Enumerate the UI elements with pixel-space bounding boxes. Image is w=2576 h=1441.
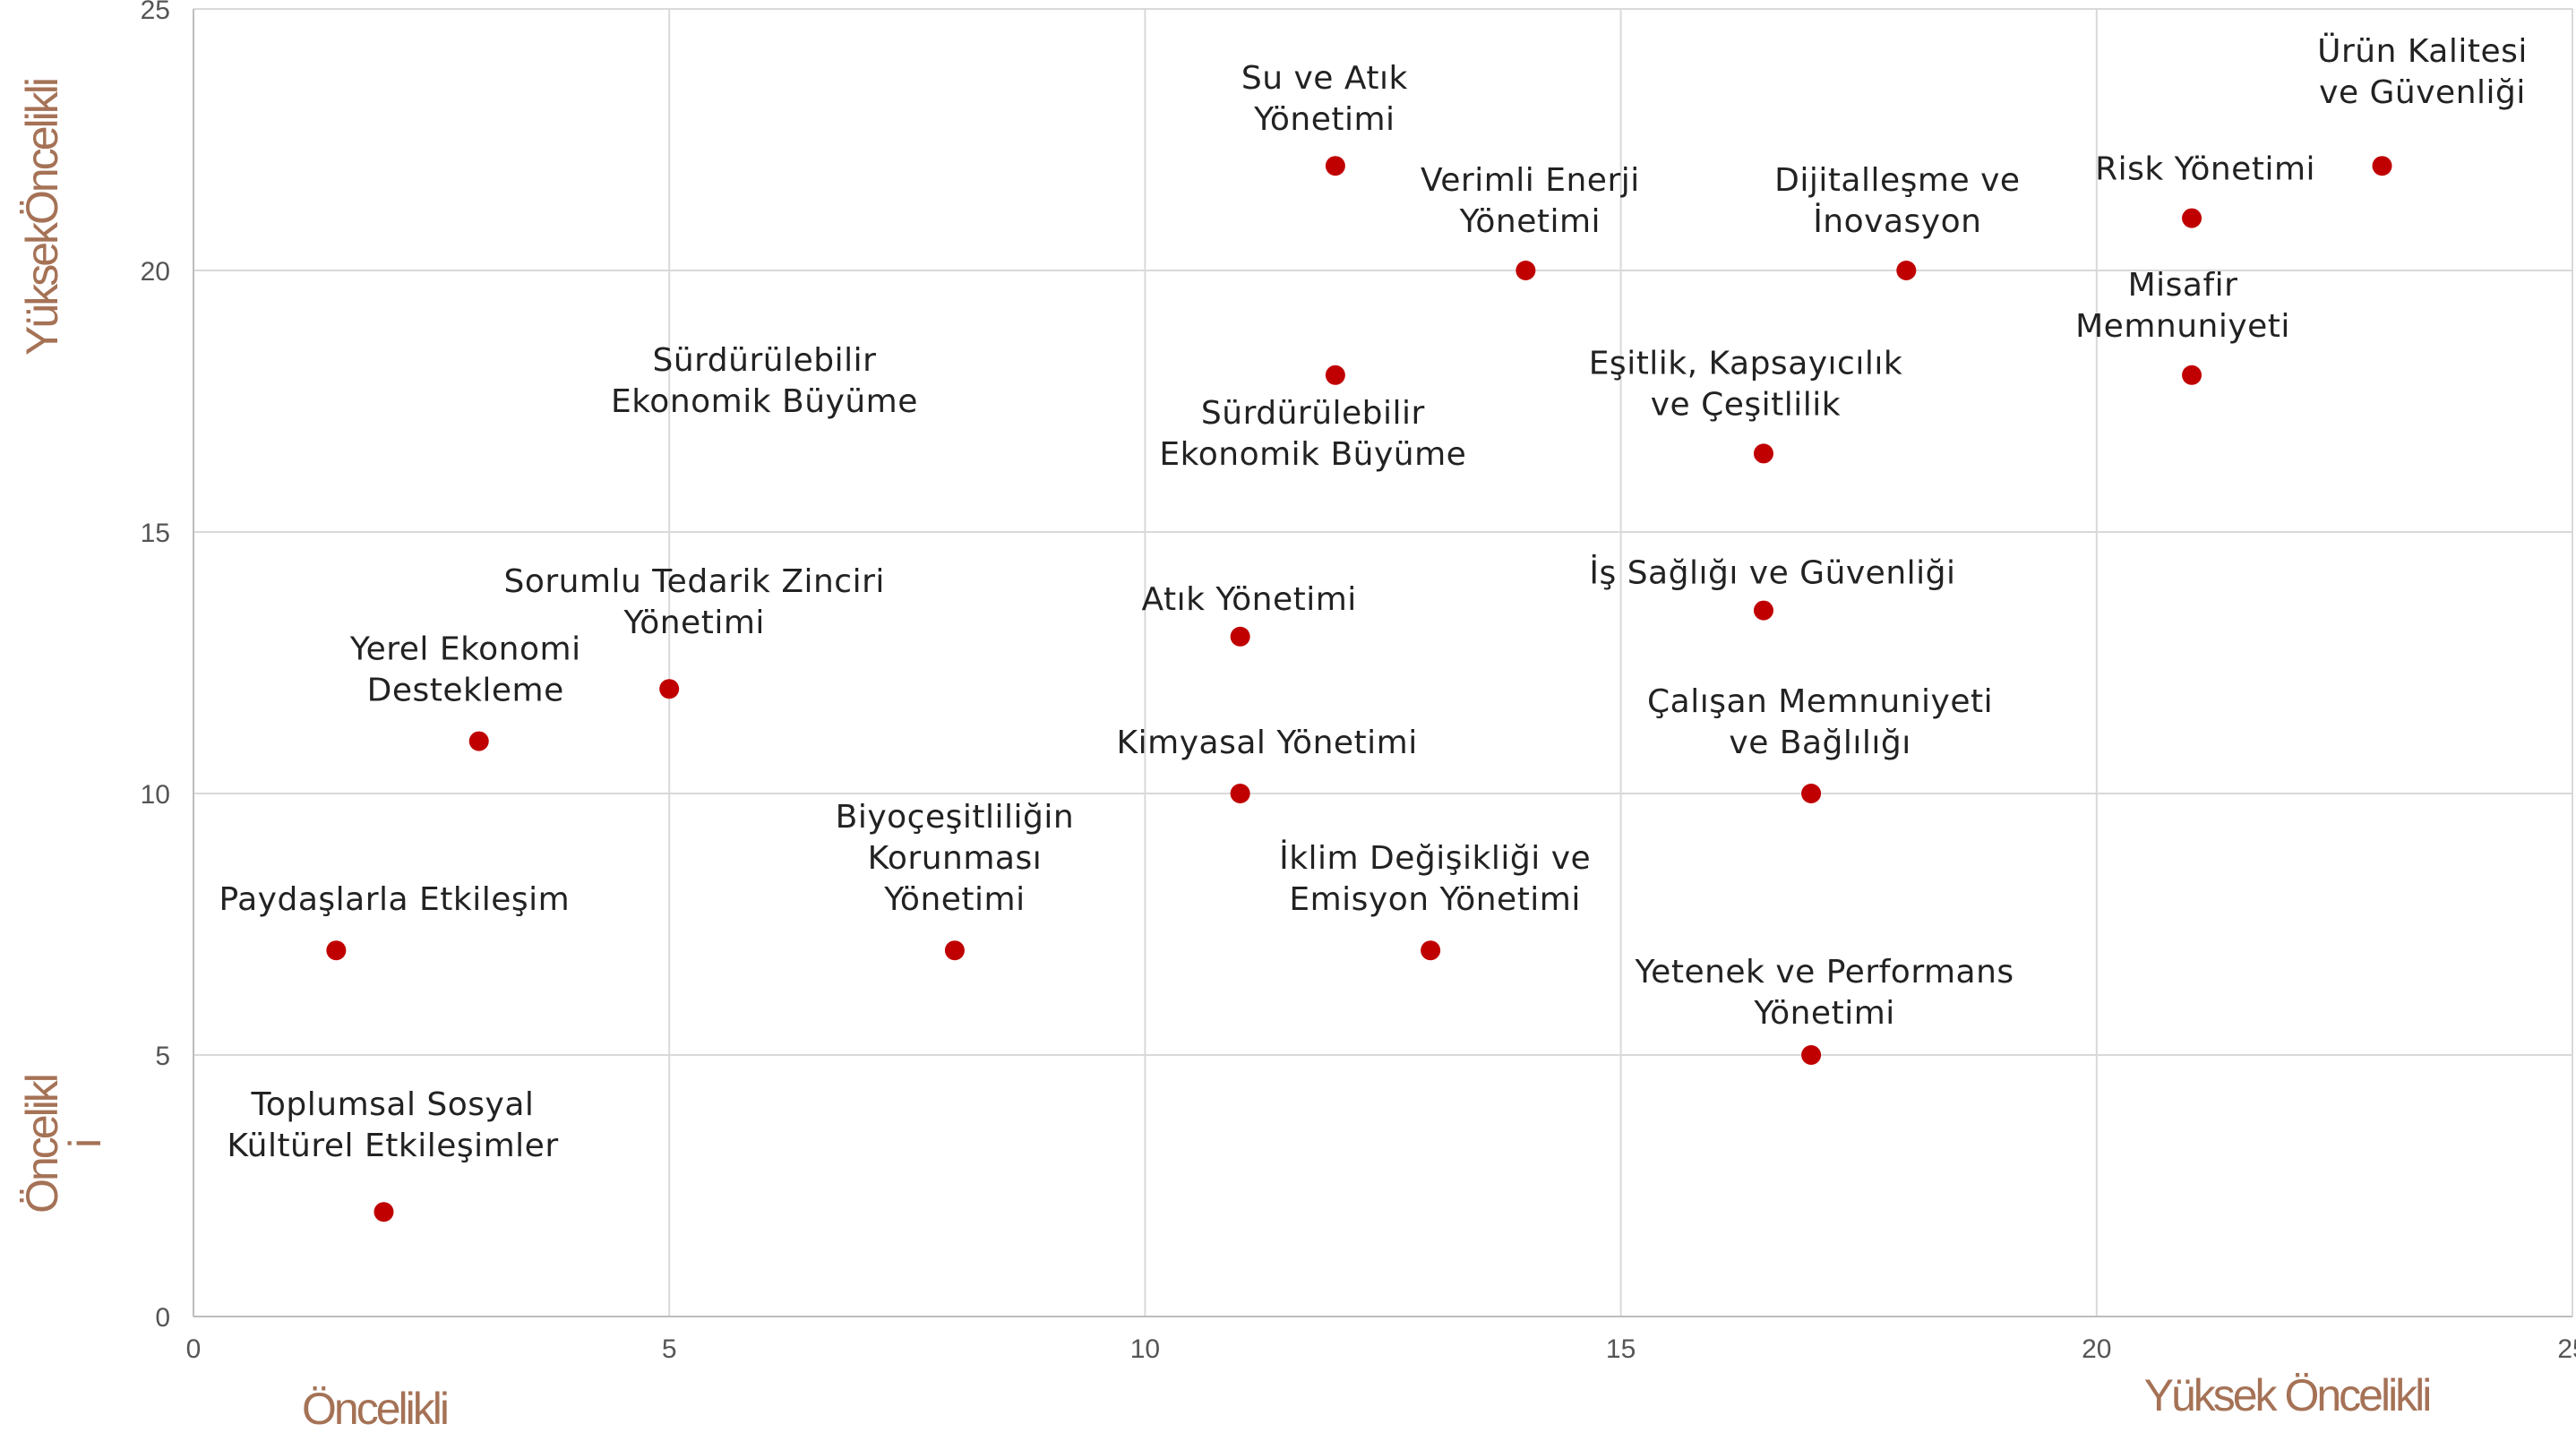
data-point-label: Atık Yönetimi — [1141, 581, 1356, 618]
annotations: Sürdürülebilir Ekonomik Büyüme — [611, 342, 918, 420]
data-point-label: Ürün Kalitesi ve Güvenliği — [2317, 32, 2528, 111]
x-tick-label: 15 — [1606, 1334, 1636, 1364]
data-points — [326, 156, 2392, 1222]
grid-lines — [193, 8, 2573, 1317]
data-point-label: Kimyasal Yönetimi — [1117, 725, 1418, 761]
y-priority-label: Öncelikli — [17, 1076, 110, 1214]
annotation-label: Sürdürülebilir Ekonomik Büyüme — [611, 342, 918, 420]
data-point-label: Su ve Atık Yönetimi — [1241, 60, 1408, 138]
data-point — [1753, 443, 1773, 464]
data-point-label: Misafir Memnuniyeti — [2075, 267, 2290, 345]
y-tick-label: 25 — [141, 0, 170, 25]
data-point-label: Paydaşlarla Etkileşim — [219, 881, 571, 918]
data-point — [468, 731, 489, 751]
point-labels: Ürün Kalitesi ve Güvenliği Su ve Atık Yönet… — [219, 32, 2528, 1164]
data-point — [2182, 365, 2202, 385]
data-point-label: Dijitalleşme ve İnovasyon — [1774, 162, 2020, 240]
y-tick-label: 10 — [141, 780, 170, 810]
data-point — [326, 940, 347, 961]
data-point-label: Risk Yönetimi — [2095, 151, 2315, 188]
x-priority-label: Öncelikli — [302, 1384, 447, 1434]
y-tick-label: 0 — [155, 1303, 170, 1333]
y-tick-label: 20 — [141, 257, 170, 287]
y-tick-label: 15 — [141, 519, 170, 548]
data-point-label: Sorumlu Tedarik Zinciri Yönetimi — [503, 563, 884, 641]
tick-labels: 0 5 10 15 20 25 0 5 10 15 20 25 — [141, 0, 2576, 1364]
data-point — [1516, 261, 1536, 280]
data-point-label: Sürdürülebilir Ekonomik Büyüme — [1159, 395, 1466, 473]
data-point-label: İş Sağlığı ve Güvenliği — [1589, 554, 1955, 592]
x-tick-label: 20 — [2082, 1334, 2111, 1364]
x-tick-label: 5 — [662, 1334, 677, 1364]
data-point — [1325, 365, 1345, 385]
data-point-label: Verimli Enerji Yönetimi — [1421, 162, 1640, 240]
data-point — [1421, 940, 1441, 961]
data-point-label: Biyoçeşitliliğin Korunması Yönetimi — [836, 799, 1075, 918]
axes — [193, 9, 2572, 1317]
data-point-label: Çalışan Memnuniyeti ve Bağlılığı — [1647, 683, 1993, 761]
data-point-label: Toplumsal Sosyal Kültürel Etkileşimler — [227, 1086, 558, 1164]
y-tick-label: 5 — [155, 1042, 170, 1071]
data-point-label: Yetenek ve Performans Yönetimi — [1634, 954, 2014, 1032]
x-tick-label: 25 — [2557, 1334, 2576, 1364]
x-tick-label: 10 — [1130, 1334, 1160, 1364]
data-point — [1896, 261, 1917, 280]
data-point — [659, 679, 680, 699]
data-point-label: İklim Değişikliği ve Emisyon Yönetimi — [1279, 839, 1591, 918]
data-point — [1753, 600, 1773, 621]
y-high-priority-label: YüksekÖncelikli — [17, 80, 67, 356]
x-high-priority-label: Yüksek Öncelikli — [2144, 1370, 2430, 1420]
corner-labels: YüksekÖncelikli Öncelikli Öncelikli Yüks… — [17, 80, 2432, 1434]
data-point — [944, 940, 965, 961]
data-point-label: Yerel Ekonomi Destekleme — [349, 631, 581, 709]
data-point-label: Eşitlik, Kapsayıcılık ve Çeşitlilik — [1589, 345, 1903, 423]
x-tick-label: 0 — [186, 1334, 202, 1364]
data-point — [1325, 156, 1345, 176]
data-point — [1801, 784, 1822, 803]
data-point — [2372, 156, 2392, 176]
data-point — [2182, 208, 2202, 228]
data-point — [374, 1202, 394, 1222]
data-point — [1801, 1045, 1822, 1065]
data-point — [1230, 626, 1250, 647]
data-point — [1230, 784, 1250, 803]
